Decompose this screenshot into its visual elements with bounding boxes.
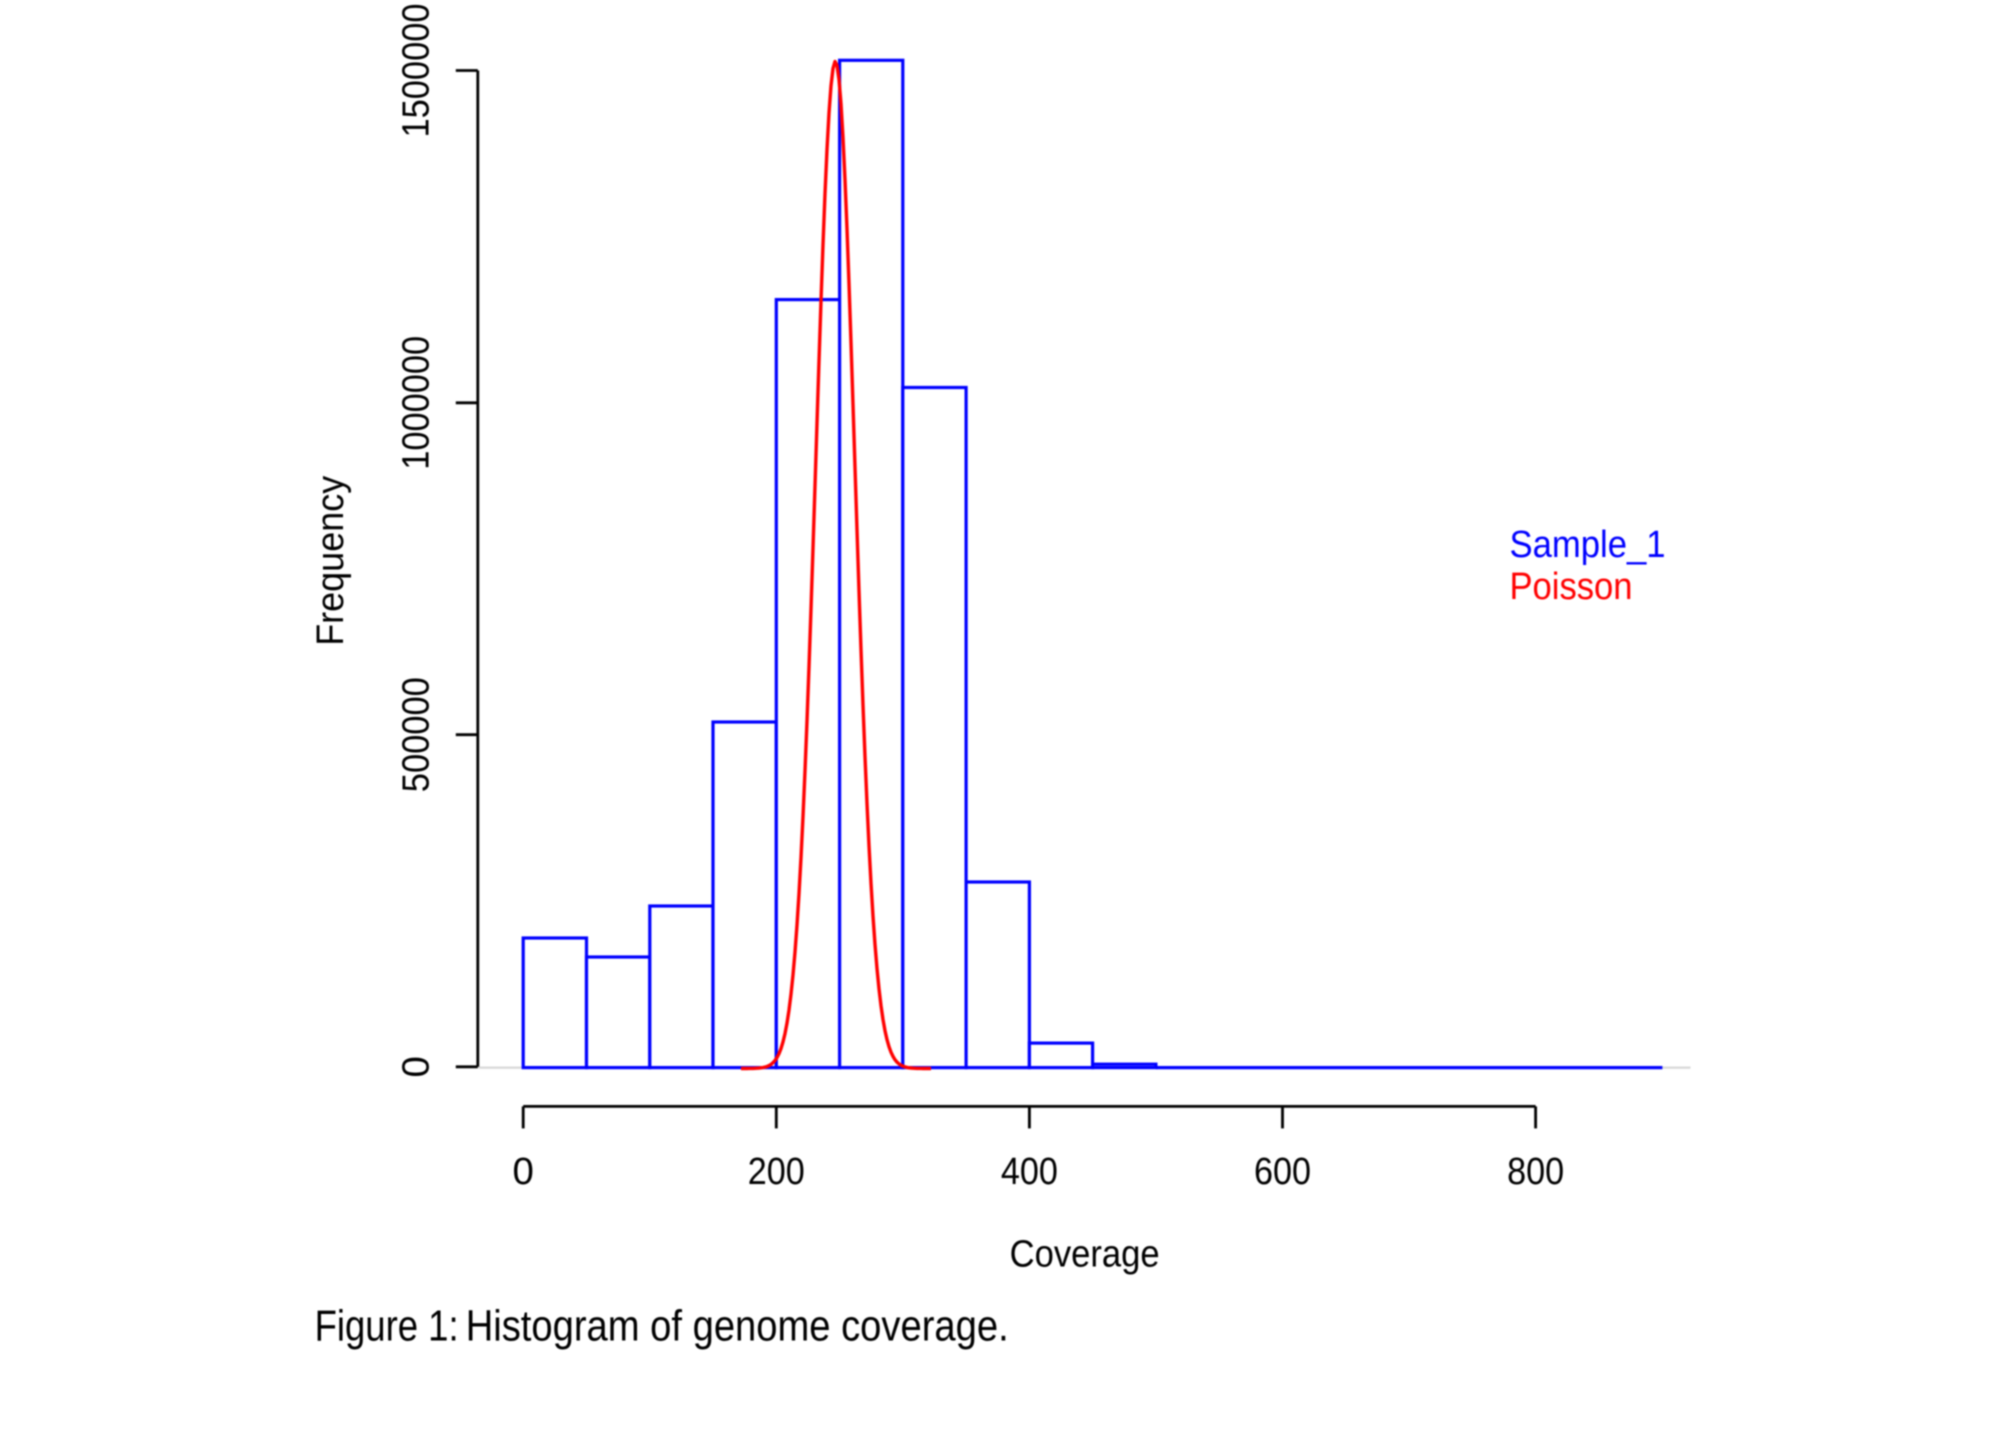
- svg-text:0: 0: [395, 1056, 438, 1077]
- svg-text:Frequency: Frequency: [309, 475, 352, 646]
- svg-text:0: 0: [513, 1150, 534, 1193]
- svg-text:Figure 1:: Figure 1:: [315, 1303, 459, 1351]
- svg-text:800: 800: [1507, 1150, 1564, 1193]
- svg-text:1500000: 1500000: [395, 4, 438, 138]
- svg-text:Poisson: Poisson: [1510, 565, 1633, 608]
- svg-text:1000000: 1000000: [395, 336, 438, 470]
- svg-text:Sample_1: Sample_1: [1510, 523, 1666, 566]
- svg-text:500000: 500000: [395, 677, 438, 792]
- svg-text:400: 400: [1001, 1150, 1058, 1193]
- svg-text:Coverage: Coverage: [1010, 1233, 1160, 1276]
- svg-text:600: 600: [1254, 1150, 1311, 1193]
- svg-text:200: 200: [748, 1150, 805, 1193]
- svg-text:Histogram of genome coverage.: Histogram of genome coverage.: [466, 1303, 1009, 1351]
